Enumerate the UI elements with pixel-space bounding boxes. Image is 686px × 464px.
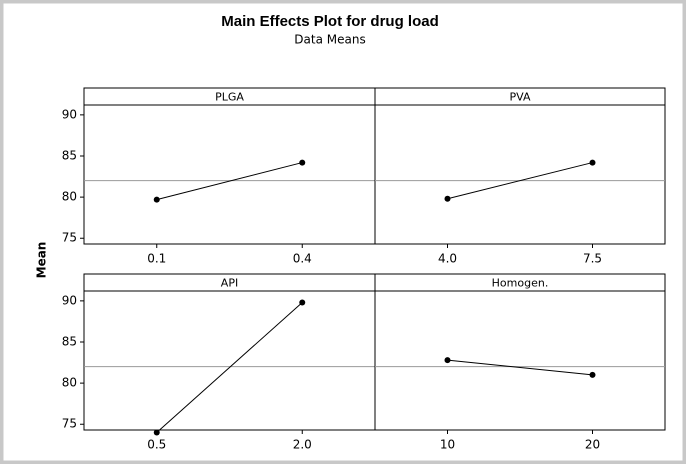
y-tick-label: 75 <box>62 231 77 245</box>
x-tick-label: 2.0 <box>293 438 312 452</box>
point <box>299 159 306 166</box>
y-tick-label: 90 <box>62 107 77 121</box>
y-tick-label: 75 <box>62 417 77 431</box>
x-tick-label: 20 <box>585 438 600 452</box>
panel <box>374 104 666 245</box>
y-tick-label: 85 <box>62 148 77 162</box>
point <box>444 195 451 202</box>
panel <box>83 104 376 245</box>
x-tick-label: 4.0 <box>438 252 457 266</box>
point <box>589 371 596 378</box>
panel-title: PLGA <box>215 91 244 104</box>
x-tick-label: 0.5 <box>147 438 166 452</box>
y-tick-label: 80 <box>62 190 77 204</box>
chart-title: Main Effects Plot for drug load <box>221 13 439 30</box>
effect-line <box>156 302 303 433</box>
panel-title: PVA <box>510 91 531 104</box>
x-tick-label: 10 <box>440 438 455 452</box>
point <box>153 196 160 203</box>
panel-title: Homogen. <box>492 277 549 290</box>
point <box>589 159 596 166</box>
y-tick-label: 85 <box>62 334 77 348</box>
y-axis-label: Mean <box>35 242 49 279</box>
panel <box>83 290 376 431</box>
chart-subtitle: Data Means <box>294 33 365 47</box>
effect-line <box>447 162 593 200</box>
effect-line <box>156 162 303 201</box>
x-tick-label: 0.4 <box>293 252 312 266</box>
panel-title: API <box>221 277 238 290</box>
y-tick-label: 80 <box>62 376 77 390</box>
point <box>299 299 306 306</box>
panel <box>374 290 666 431</box>
effect-line <box>447 359 593 376</box>
point <box>153 429 160 436</box>
y-tick-label: 90 <box>62 293 77 307</box>
x-tick-label: 7.5 <box>583 252 602 266</box>
x-tick-label: 0.1 <box>147 252 166 266</box>
point <box>444 357 451 364</box>
